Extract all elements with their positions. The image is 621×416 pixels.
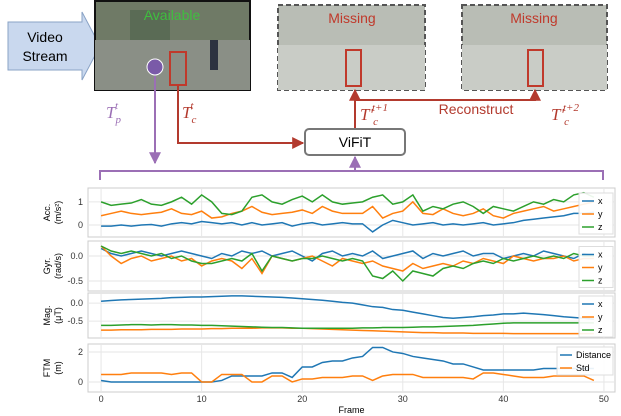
legend-label: y bbox=[598, 209, 603, 219]
y-axis-label: Gyr. bbox=[42, 258, 52, 275]
legend-label: z bbox=[598, 222, 603, 232]
recon-label: T'ct+1 bbox=[360, 102, 388, 128]
subscript: c bbox=[373, 116, 378, 128]
plot-area bbox=[88, 188, 615, 237]
model-label: ViFiT bbox=[339, 134, 372, 150]
legend-label: Distance bbox=[576, 350, 611, 360]
plot-area bbox=[88, 293, 615, 338]
bracket bbox=[100, 158, 603, 180]
source-box bbox=[8, 12, 100, 80]
camera-label: Tct bbox=[182, 100, 196, 126]
plot-area bbox=[88, 344, 615, 392]
y-axis-label: Mag. bbox=[42, 305, 52, 325]
recon-label: T'ct+2 bbox=[551, 102, 579, 128]
y-axis-label: FTM bbox=[42, 359, 52, 378]
legend-label: y bbox=[598, 263, 603, 273]
arrow bbox=[178, 86, 303, 143]
x-tick-label: 50 bbox=[599, 394, 609, 404]
source-label: Stream bbox=[22, 48, 67, 64]
x-tick-label: 40 bbox=[498, 394, 508, 404]
x-tick-label: 20 bbox=[297, 394, 307, 404]
legend-label: z bbox=[598, 325, 603, 335]
subscript: c bbox=[564, 116, 569, 128]
x-tick-label: 30 bbox=[398, 394, 408, 404]
legend-label: x bbox=[598, 299, 603, 309]
figure: Video Stream Available Missing Missing T… bbox=[0, 0, 621, 416]
y-axis-label: (m/s²) bbox=[53, 201, 63, 225]
subscript: c bbox=[191, 114, 196, 126]
y-tick-label: -0.5 bbox=[67, 316, 83, 326]
legend-label: x bbox=[598, 250, 603, 260]
phone-label: Tpt bbox=[106, 100, 121, 126]
legend-label: x bbox=[598, 196, 603, 206]
legend-label: Std bbox=[576, 363, 590, 373]
action-label: Reconstruct bbox=[439, 101, 514, 117]
frame-available: Available bbox=[95, 1, 250, 90]
y-axis-label: Acc. bbox=[42, 204, 52, 222]
y-tick-label: 0.0 bbox=[70, 298, 83, 308]
x-axis-label: Frame bbox=[338, 405, 364, 415]
y-tick-label: 0 bbox=[78, 220, 83, 230]
frame-status: Available bbox=[144, 7, 201, 23]
frame-status: Missing bbox=[328, 10, 375, 26]
y-tick-label: 0 bbox=[78, 377, 83, 387]
y-axis-label: (m) bbox=[53, 361, 63, 375]
legend-label: y bbox=[598, 312, 603, 322]
legend-label: z bbox=[598, 276, 603, 286]
frame-missing: Missing bbox=[462, 5, 607, 90]
arrow bbox=[355, 90, 535, 100]
superscript: t+1 bbox=[372, 102, 388, 114]
superscript: t bbox=[115, 100, 119, 112]
y-axis-label: (μT) bbox=[53, 307, 63, 324]
y-tick-label: -0.5 bbox=[67, 276, 83, 286]
y-tick-label: 0.0 bbox=[70, 251, 83, 261]
plot-area bbox=[88, 241, 615, 291]
frame-missing: Missing bbox=[278, 5, 425, 90]
y-axis-label: (rad/s) bbox=[53, 253, 63, 279]
superscript: t+2 bbox=[563, 102, 579, 114]
x-tick-label: 0 bbox=[99, 394, 104, 404]
superscript: t bbox=[190, 100, 194, 112]
source-label: Video bbox=[27, 29, 63, 45]
charts: 01Acc.(m/s²)xyz0.0-0.5Gyr.(rad/s)xyz0.0-… bbox=[42, 188, 615, 415]
frame-status: Missing bbox=[510, 10, 557, 26]
y-tick-label: 2 bbox=[78, 347, 83, 357]
y-tick-label: 1 bbox=[78, 197, 83, 207]
subscript: p bbox=[114, 114, 121, 126]
x-tick-label: 10 bbox=[197, 394, 207, 404]
